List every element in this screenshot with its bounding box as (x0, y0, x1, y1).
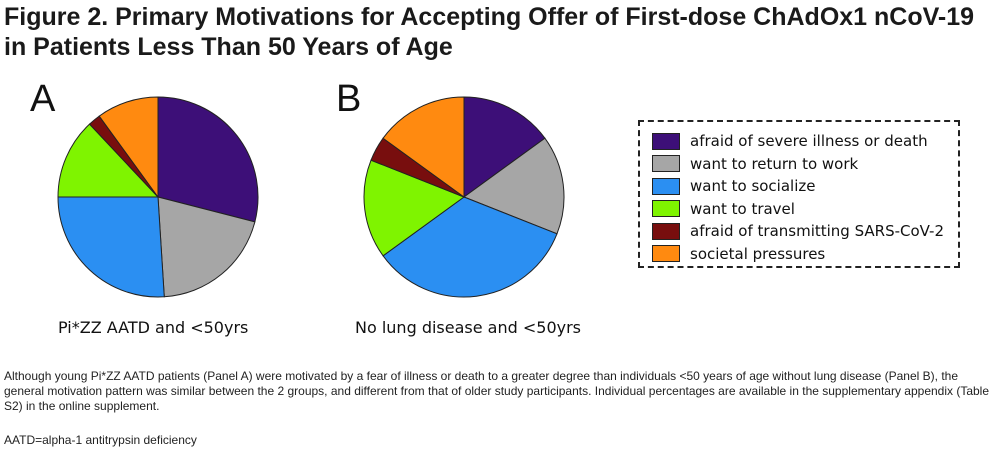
pie-slice-b-3 (363, 159, 466, 257)
legend-item: want to return to work (652, 153, 958, 176)
pie-slice-b-5 (382, 96, 465, 198)
pie-slice-a-2 (57, 196, 165, 298)
pie-chart-b (363, 96, 565, 298)
legend-item: want to travel (652, 198, 958, 221)
pie-slice-a-0 (157, 96, 259, 223)
pie-slice-b-0 (463, 96, 546, 198)
chart-legend: afraid of severe illness or death want t… (638, 120, 960, 268)
legend-swatch (652, 132, 680, 150)
pie-slice-a-3 (57, 123, 160, 198)
pie-chart-a (57, 96, 259, 298)
legend-item: afraid of transmitting SARS-CoV-2 (652, 220, 958, 243)
pie-slice-b-1 (462, 137, 565, 235)
pie-slice-a-1 (157, 196, 256, 298)
legend-swatch (652, 222, 680, 240)
legend-swatch (652, 177, 680, 195)
legend-label: want to return to work (690, 154, 859, 173)
abbreviation-footnote: AATD=alpha-1 antitrypsin deficiency (4, 433, 197, 447)
figure-title: Figure 2. Primary Motivations for Accept… (4, 3, 975, 61)
figure-note: Although young Pi*ZZ AATD patients (Pane… (4, 369, 990, 413)
legend-swatch (652, 245, 680, 263)
legend-swatch (652, 200, 680, 218)
panel-b-label: B (336, 78, 362, 120)
legend-label: afraid of severe illness or death (690, 132, 928, 151)
panel-b-caption: No lung disease and <50yrs (355, 318, 581, 337)
legend-swatch (652, 155, 680, 173)
legend-label: want to socialize (690, 177, 816, 196)
legend-label: afraid of transmitting SARS-CoV-2 (690, 222, 944, 241)
legend-item: societal pressures (652, 243, 958, 266)
legend-item: afraid of severe illness or death (652, 130, 958, 153)
legend-item: want to socialize (652, 175, 958, 198)
legend-label: societal pressures (690, 244, 826, 263)
pie-slice-a-5 (98, 96, 159, 199)
panel-a-caption: Pi*ZZ AATD and <50yrs (58, 318, 249, 337)
pie-slice-b-2 (382, 196, 558, 298)
legend-label: want to travel (690, 199, 795, 218)
panel-a-label: A (30, 78, 56, 120)
